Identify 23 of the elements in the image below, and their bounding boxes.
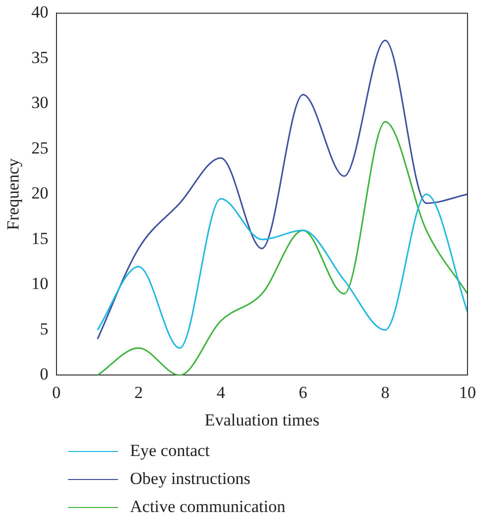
x-tick-label: 10	[459, 382, 476, 402]
y-axis-title: Frequency	[4, 158, 23, 230]
x-tick-label: 4	[216, 382, 226, 402]
y-tick-label: 25	[31, 138, 48, 158]
x-tick-label: 6	[298, 382, 308, 402]
y-tick-label: 40	[31, 2, 48, 22]
y-tick-label: 35	[31, 48, 48, 67]
x-axis-title: Evaluation times	[204, 410, 320, 430]
y-tick-label: 5	[40, 319, 48, 338]
y-tick-label: 0	[40, 364, 48, 384]
y-tick-label: 20	[31, 184, 48, 203]
x-tick-label: 8	[381, 382, 390, 402]
y-tick-label: 15	[31, 228, 48, 248]
legend-label: Eye contact	[130, 441, 210, 461]
x-tick-label: 2	[134, 382, 143, 402]
line-series	[96, 193, 468, 349]
legend-label: Active communication	[130, 497, 286, 517]
y-tick-label: 10	[31, 274, 48, 294]
line-series	[96, 40, 468, 340]
y-tick-label: 30	[31, 93, 48, 112]
legend-label: Obey instructions	[130, 469, 250, 489]
x-tick-label: 0	[52, 382, 61, 402]
line-series	[96, 121, 468, 376]
